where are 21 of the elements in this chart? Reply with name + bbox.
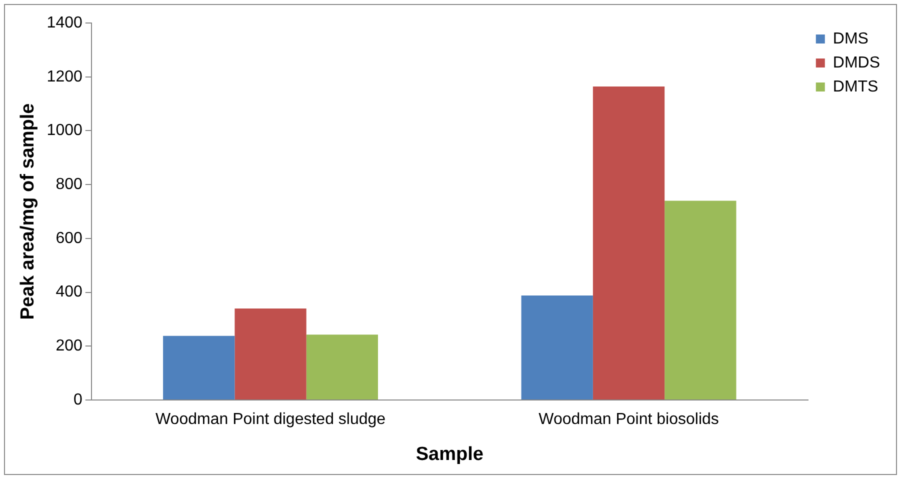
y-tick-label: 800 xyxy=(56,176,82,193)
legend-label: DMTS xyxy=(832,78,878,96)
bar xyxy=(163,336,235,400)
x-tick-label: Woodman Point digested sludge xyxy=(155,411,386,428)
legend-label: DMDS xyxy=(832,54,880,72)
bar xyxy=(234,308,306,400)
x-tick-label: Woodman Point biosolids xyxy=(538,411,719,428)
y-tick-label: 1200 xyxy=(46,68,82,86)
y-tick-label: 1400 xyxy=(46,14,82,32)
y-tick-label: 600 xyxy=(56,230,82,247)
bar xyxy=(521,296,593,400)
y-tick-label: 1000 xyxy=(46,122,82,140)
y-tick-label: 0 xyxy=(73,391,82,408)
bar xyxy=(306,334,378,400)
legend-label: DMS xyxy=(832,30,868,48)
bar xyxy=(664,200,736,400)
y-tick-label: 400 xyxy=(56,284,82,301)
x-axis-title: Sample xyxy=(416,444,484,465)
y-axis-title: Peak area/mg of sample xyxy=(18,103,39,320)
bar xyxy=(592,86,665,400)
y-tick-label: 200 xyxy=(56,338,82,355)
